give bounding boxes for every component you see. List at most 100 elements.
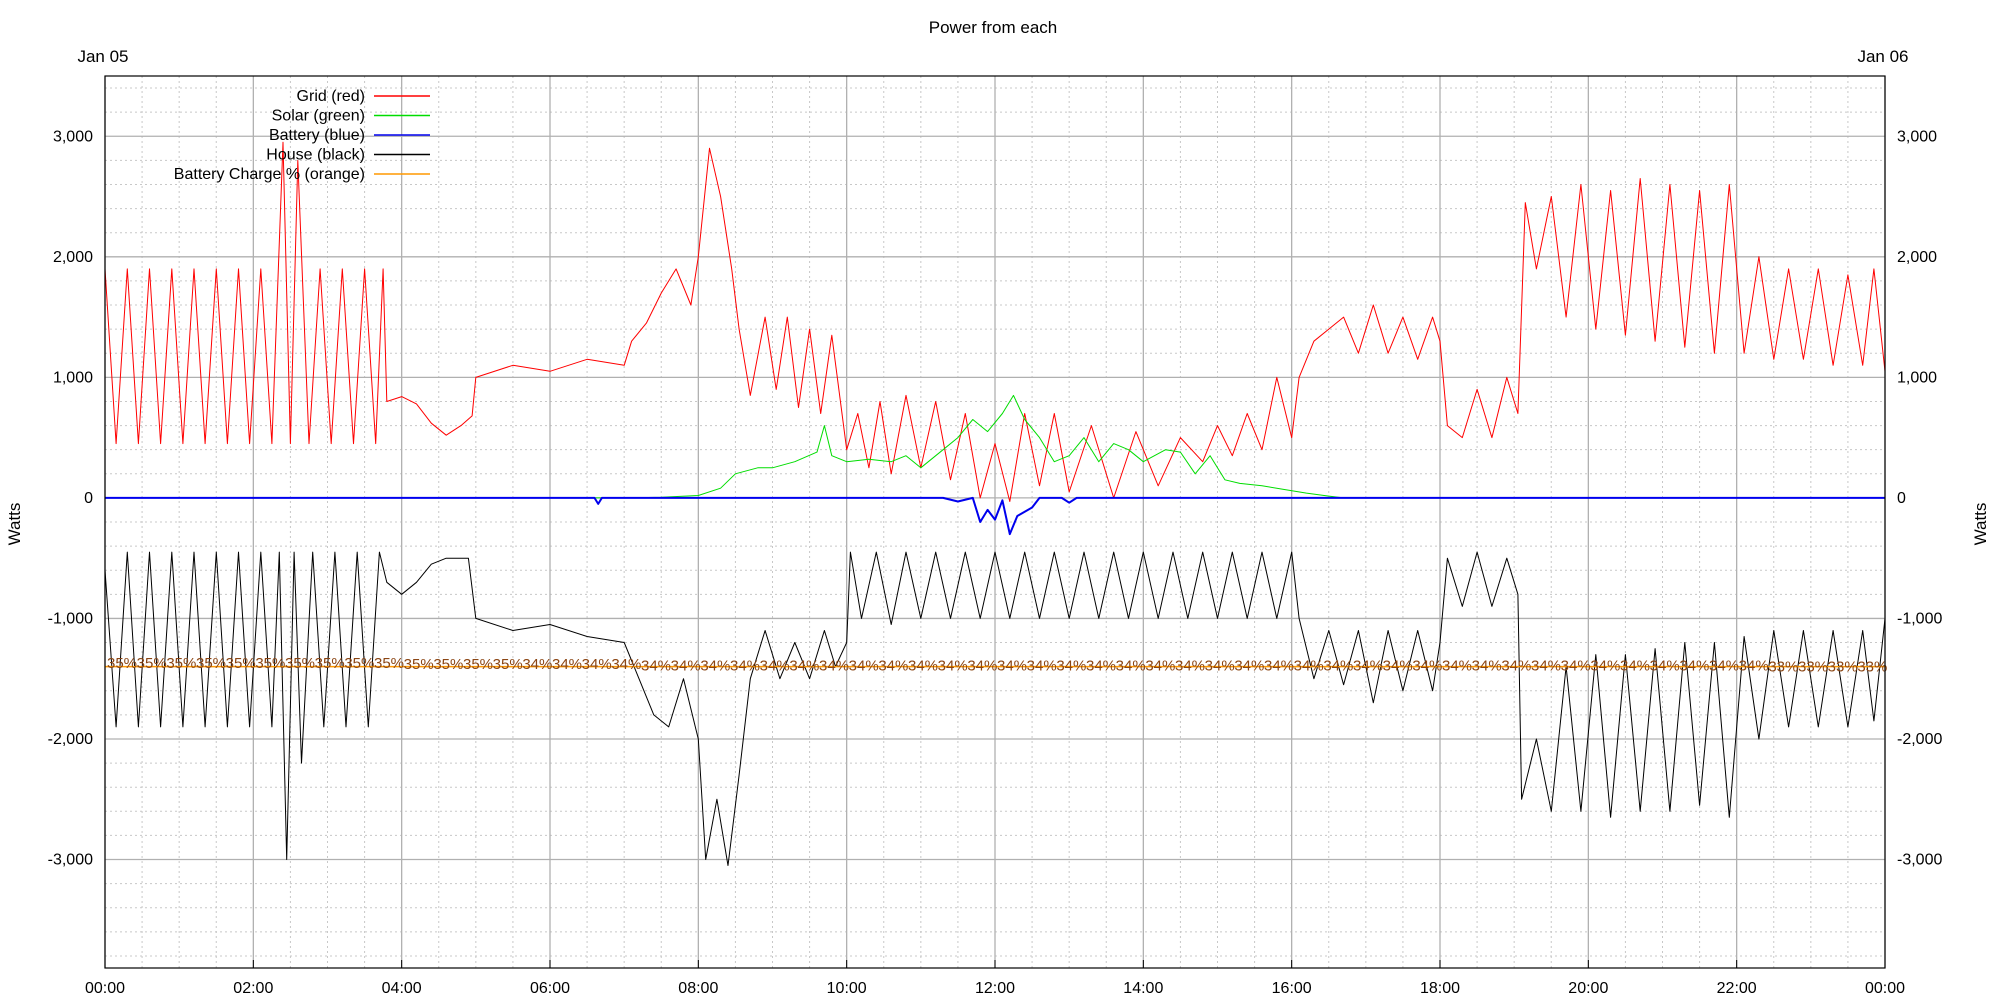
charge-percent-label: 33%: [1768, 659, 1798, 676]
x-tick-label: 22:00: [1717, 980, 1757, 997]
charge-percent-label: 34%: [1739, 657, 1769, 674]
x-tick-label: 12:00: [975, 980, 1015, 997]
y-tick-label-left: 3,000: [53, 128, 93, 145]
legend-label: Battery (blue): [269, 127, 365, 144]
y-tick-label-left: 2,000: [53, 249, 93, 266]
charge-percent-label: 34%: [641, 657, 671, 674]
date-label-right: Jan 06: [1857, 47, 1908, 66]
charge-percent-label: 34%: [938, 657, 968, 674]
series-lines: [104, 141, 1886, 866]
charge-percent-label: 34%: [611, 656, 641, 673]
charge-percent-label: 34%: [582, 656, 612, 673]
charge-percent-label: 33%: [1798, 659, 1828, 676]
axis-ticks: 00:00 02:00 04:00 06:00 08:00 10:00 12:00 14:00…: [48, 128, 1943, 997]
x-tick-label: 06:00: [530, 980, 570, 997]
charge-percent-label: 34%: [1709, 657, 1739, 674]
x-tick-label: 20:00: [1568, 980, 1608, 997]
y-tick-label-right: 3,000: [1897, 128, 1937, 145]
charge-percent-label: 34%: [671, 657, 701, 674]
legend-label: Battery Charge % (orange): [174, 166, 365, 183]
charge-percent-label: 34%: [1620, 657, 1650, 674]
y-tick-label-left: -3,000: [48, 852, 93, 869]
charge-percent-label: 35%: [137, 655, 167, 672]
charge-percent-label: 34%: [700, 657, 730, 674]
charge-percent-label: 34%: [552, 656, 582, 673]
charge-percent-label: 34%: [1056, 657, 1086, 674]
x-tick-label: 00:00: [85, 980, 125, 997]
charge-percent-label: 34%: [1027, 657, 1057, 674]
charge-percent-label: 35%: [433, 656, 463, 673]
charge-percent-label: 35%: [493, 656, 523, 673]
y-tick-label-right: 2,000: [1897, 249, 1937, 266]
grid: [104, 76, 1886, 968]
charge-percent-label: 34%: [789, 657, 819, 674]
y-tick-label-left: -2,000: [48, 731, 93, 748]
charge-percent-label: 34%: [1383, 657, 1413, 674]
charge-percent-label: 34%: [967, 657, 997, 674]
charge-percent-label: 34%: [1650, 657, 1680, 674]
y-tick-label-right: 1,000: [1897, 369, 1937, 386]
x-tick-label: 00:00: [1865, 980, 1905, 997]
legend-label: Solar (green): [272, 108, 365, 125]
charge-percent-label: 35%: [315, 655, 345, 672]
series-line-1: [105, 394, 1885, 499]
charge-percent-label: 34%: [819, 657, 849, 674]
charge-percent-label: 35%: [107, 655, 137, 672]
y-tick-label-right: -3,000: [1897, 852, 1942, 869]
charge-percent-label: 34%: [1086, 657, 1116, 674]
charge-percent-label: 34%: [997, 657, 1027, 674]
charge-percent-label: 34%: [1412, 657, 1442, 674]
charge-percent-label: 34%: [878, 657, 908, 674]
y-tick-label-right: 0: [1897, 490, 1906, 507]
y-tick-label-left: 1,000: [53, 369, 93, 386]
legend: Grid (red) Solar (green) Battery (blue) Hou…: [174, 88, 430, 183]
charge-percent-label: 33%: [1828, 659, 1858, 676]
charge-percent-label: 34%: [1679, 657, 1709, 674]
charge-percent-label: 34%: [1175, 657, 1205, 674]
charge-percent-label: 35%: [196, 655, 226, 672]
charge-percent-label: 34%: [1353, 657, 1383, 674]
charge-percent-label: 35%: [463, 656, 493, 673]
charge-percent-label: 34%: [908, 657, 938, 674]
charge-percent-label: 34%: [1442, 657, 1472, 674]
charge-percent-label: 34%: [1264, 657, 1294, 674]
y-tick-label-left: -1,000: [48, 610, 93, 627]
charge-percent-label: 35%: [255, 655, 285, 672]
charge-percent-label: 35%: [404, 656, 434, 673]
x-tick-label: 04:00: [382, 980, 422, 997]
charge-percent-label: 34%: [1205, 657, 1235, 674]
date-label-left: Jan 05: [77, 47, 128, 66]
y-tick-label-right: -2,000: [1897, 731, 1942, 748]
chart-title: Power from each: [929, 18, 1058, 37]
x-tick-label: 10:00: [827, 980, 867, 997]
charge-percent-label: 35%: [285, 655, 315, 672]
charge-percent-label: 34%: [730, 657, 760, 674]
plot-frame: [104, 75, 1886, 969]
charge-percent-label: 34%: [1561, 657, 1591, 674]
y-tick-label-left: 0: [84, 490, 93, 507]
series-line-2: [105, 496, 1885, 536]
y-axis-label-left: Watts: [5, 503, 24, 546]
charge-percent-label: 34%: [1234, 657, 1264, 674]
charge-percent-label: 35%: [344, 655, 374, 672]
x-tick-label: 08:00: [678, 980, 718, 997]
charge-percent-label: 34%: [1145, 657, 1175, 674]
series-line-0: [104, 141, 1886, 502]
legend-label: House (black): [266, 147, 365, 164]
y-axis-label-right: Watts: [1971, 503, 1990, 546]
charge-percent-label: 34%: [1590, 657, 1620, 674]
x-tick-label: 18:00: [1420, 980, 1460, 997]
y-tick-label-right: -1,000: [1897, 610, 1942, 627]
series-line-3: [104, 551, 1886, 866]
legend-label: Grid (red): [297, 88, 365, 105]
charge-percent-label: 34%: [1294, 657, 1324, 674]
charge-percent-label: 34%: [760, 657, 790, 674]
charge-percent-label: 35%: [166, 655, 196, 672]
charge-percent-labels: 35% 35% 35% 35% 35% 35% 35% 35% 35% 35% 35% 35% 35% 3…: [107, 655, 1887, 676]
charge-percent-label: 34%: [522, 656, 552, 673]
charge-percent-label: 33%: [1857, 659, 1887, 676]
charge-percent-label: 35%: [226, 655, 256, 672]
x-tick-label: 16:00: [1272, 980, 1312, 997]
charge-percent-label: 34%: [1472, 657, 1502, 674]
